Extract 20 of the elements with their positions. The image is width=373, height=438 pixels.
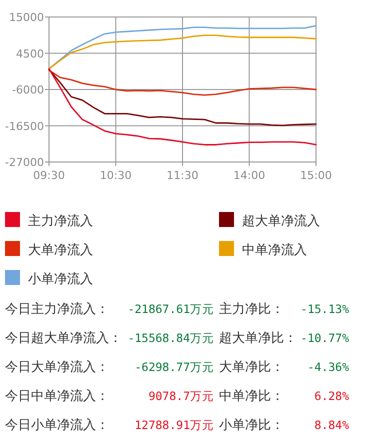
legend-label: 中单净流入 (242, 242, 307, 258)
x-tick-label: 15:00 (300, 169, 332, 182)
legend-label: 大单净流入 (28, 242, 93, 258)
x-tick-label: 14:00 (233, 169, 266, 182)
y-tick-label: -16500 (5, 120, 44, 133)
x-tick-label: 11:30 (166, 169, 198, 182)
line-series (48, 68, 317, 146)
legend-label: 小单净流入 (28, 271, 93, 287)
line-series (48, 68, 317, 126)
y-tick-label: 15000 (9, 11, 44, 24)
x-tick-label: 09:30 (33, 169, 65, 182)
line-series (48, 34, 317, 70)
y-tick-label: -6000 (12, 84, 44, 96)
table: 今日主力净流入： -21867.61万元 主力净比： -15.13% 今日超大单净流入： -15568.84万元 超大单净比： -10.77% 今日大单净流入： -6298.77万元 大单净比： -4.36% 今日中单净流入： 9078.7万元 中单净比： 6.28% 今日小单净流入： 12788.91万元 小单净比： 8.84% (5, 302, 349, 433)
line-series (48, 69, 317, 96)
y-tick-label: -27000 (5, 156, 44, 169)
legend-label: 超大单净流入 (242, 213, 320, 229)
y-tick-label: 4500 (16, 47, 44, 60)
legend-label: 主力净流入 (28, 213, 93, 229)
x-tick-label: 10:30 (100, 169, 132, 182)
